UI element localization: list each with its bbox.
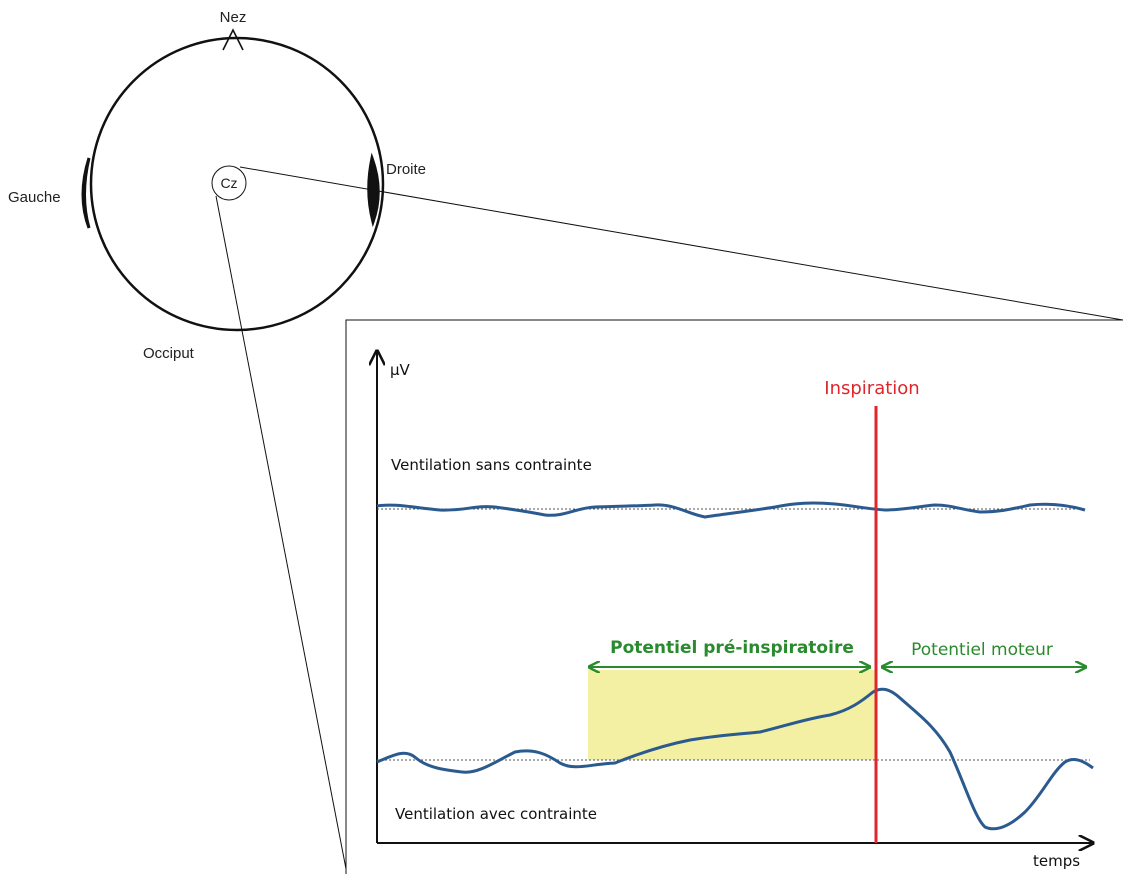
panel-frame (345, 319, 1123, 874)
electrode-label: Cz (220, 175, 237, 191)
right-label: Droite (386, 161, 426, 178)
pre-potential-label: Potentiel pré-inspiratoire (610, 638, 854, 658)
electrode-cz (211, 165, 247, 201)
head-schematic: Nez Gauche Droite Occiput Cz (8, 9, 1123, 874)
back-label: Occiput (143, 345, 195, 362)
eeg-panel: µV temps Inspiration Ventilation sans co… (345, 319, 1123, 874)
left-label: Gauche (8, 189, 61, 206)
y-axis-label: µV (390, 361, 411, 379)
zoom-line-bottom (215, 195, 348, 874)
motor-potential-label: Potentiel moteur (911, 640, 1053, 660)
zoom-line-top (239, 166, 1123, 321)
nose-shape (222, 28, 244, 51)
trace-bottom-label: Ventilation avec contrainte (395, 805, 597, 823)
x-axis-label: temps (1033, 852, 1080, 870)
inspiration-label: Inspiration (824, 378, 919, 399)
trace-unconstrained (376, 501, 1086, 519)
trace-constrained (376, 687, 1094, 831)
nose-label: Nez (220, 9, 247, 26)
left-ear-shape (81, 157, 91, 229)
trace-top-label: Ventilation sans contrainte (391, 456, 592, 474)
